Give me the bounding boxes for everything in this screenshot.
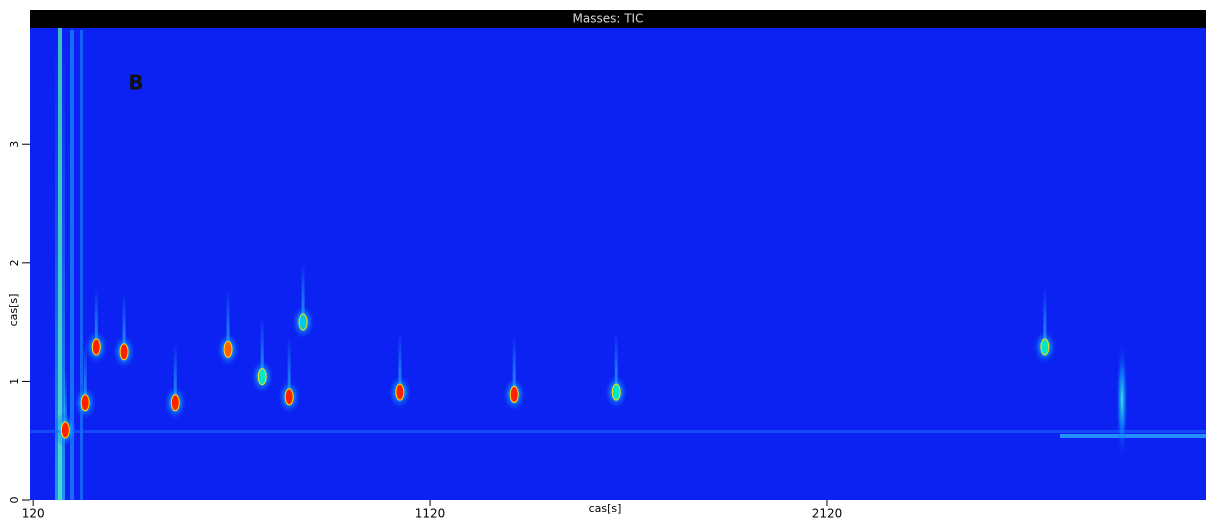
peak-tail (301, 262, 305, 323)
x-tick-label: 1120 (415, 507, 446, 521)
y-tick-label: 1 (8, 378, 21, 385)
peak-tail (1043, 287, 1047, 348)
peak (170, 394, 180, 412)
peak (60, 421, 70, 439)
peak (298, 313, 308, 331)
y-tick-label: 2 (8, 259, 21, 266)
peak-tail (83, 342, 87, 403)
x-tick-label: 2120 (812, 507, 843, 521)
peak (223, 340, 233, 358)
y-axis-label: cas[s] (7, 294, 20, 327)
peak (119, 343, 129, 361)
chart-title: Masses: TIC (573, 12, 644, 26)
y-tick-label: 3 (8, 141, 21, 148)
peak-tail (63, 370, 67, 431)
peak-tail (122, 291, 126, 352)
x-tick-label: 120 (22, 507, 45, 521)
panel-annotation: B (128, 71, 143, 95)
peak (284, 388, 294, 406)
peak (80, 394, 90, 412)
baseline-streak (30, 430, 1206, 433)
peak-tail (226, 289, 230, 350)
peak-tail (512, 334, 516, 395)
plot-area (30, 28, 1206, 500)
peak (1040, 338, 1050, 356)
peak (91, 338, 101, 356)
solvent-streak (70, 30, 74, 500)
peak-tail (614, 332, 618, 393)
y-tick-label: 0 (8, 497, 21, 504)
peak (509, 385, 519, 403)
peak-tail (94, 287, 98, 348)
peak (257, 368, 267, 386)
baseline-streak (1060, 434, 1206, 438)
solvent-streak (58, 28, 62, 500)
peak (395, 383, 405, 401)
peak-tail (260, 316, 264, 377)
peak-tail (287, 336, 291, 397)
bleed-streak (1116, 340, 1128, 460)
x-axis-label: cas[s] (589, 502, 622, 515)
solvent-streak (80, 30, 83, 500)
peak (611, 383, 621, 401)
peak-tail (173, 342, 177, 403)
title-bar (30, 10, 1206, 28)
peak-tail (398, 332, 402, 393)
